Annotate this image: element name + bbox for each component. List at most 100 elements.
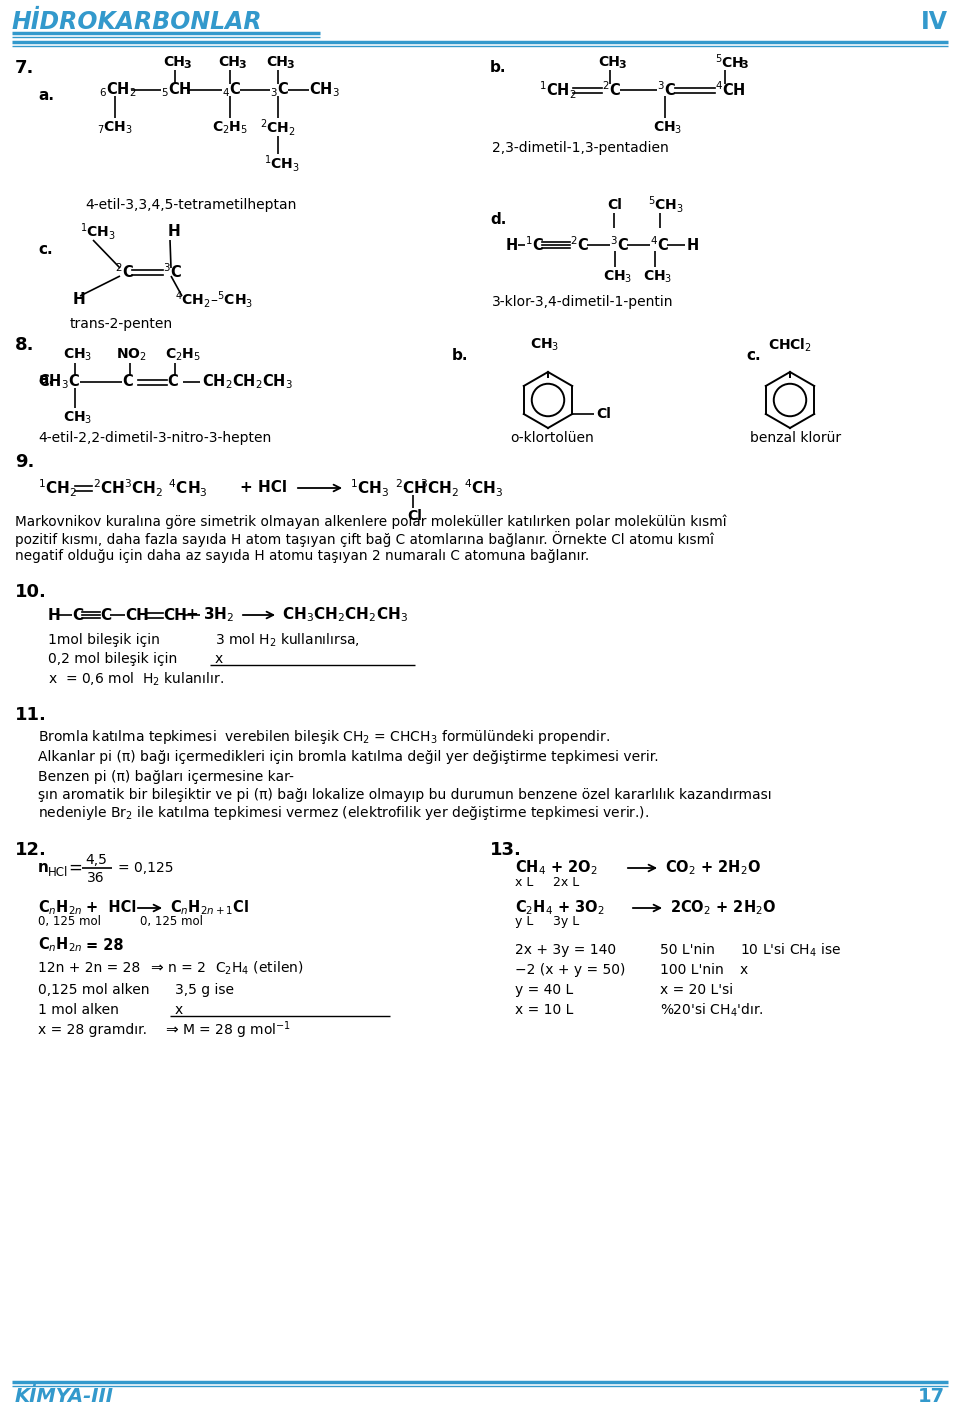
Text: n = 2: n = 2 bbox=[168, 962, 205, 974]
Text: CH: CH bbox=[266, 55, 288, 69]
Text: 7.: 7. bbox=[15, 59, 35, 77]
Text: trans-2-penten: trans-2-penten bbox=[70, 317, 173, 331]
Text: a.: a. bbox=[38, 87, 54, 103]
Text: Cl: Cl bbox=[596, 407, 611, 421]
Text: 12n + 2n = 28: 12n + 2n = 28 bbox=[38, 962, 140, 974]
Text: o-klortolüen: o-klortolüen bbox=[510, 431, 593, 445]
Text: Benzen pi (π) bağları içermesine kar-: Benzen pi (π) bağları içermesine kar- bbox=[38, 770, 294, 784]
Text: 50 L'nin: 50 L'nin bbox=[660, 943, 715, 957]
Text: 8.: 8. bbox=[15, 337, 35, 353]
Text: C: C bbox=[167, 375, 178, 390]
Text: C: C bbox=[72, 607, 84, 622]
Text: $_7$CH$_3$: $_7$CH$_3$ bbox=[97, 120, 133, 137]
Text: H: H bbox=[48, 607, 60, 622]
Text: $^2$CH$^3$CH$_2$ $^4$CH$_3$: $^2$CH$^3$CH$_2$ $^4$CH$_3$ bbox=[93, 477, 207, 498]
Text: 0, 125 mol: 0, 125 mol bbox=[38, 915, 101, 928]
Text: $^1$CH$_3$: $^1$CH$_3$ bbox=[80, 221, 116, 242]
Text: C$_2$H$_4$ + 3O$_2$: C$_2$H$_4$ + 3O$_2$ bbox=[515, 898, 605, 918]
Text: M = 28 g mol$^{-1}$: M = 28 g mol$^{-1}$ bbox=[182, 1019, 291, 1041]
Text: $^1$CH$_3$: $^1$CH$_3$ bbox=[350, 477, 390, 498]
Text: 2x + 3y = 140: 2x + 3y = 140 bbox=[515, 943, 616, 957]
Text: 3-klor-3,4-dimetil-1-pentin: 3-klor-3,4-dimetil-1-pentin bbox=[492, 296, 674, 308]
Text: y = 40 L: y = 40 L bbox=[515, 983, 573, 997]
Text: CH: CH bbox=[163, 607, 187, 622]
Text: ⇒: ⇒ bbox=[150, 960, 163, 976]
Text: 0,2 mol bileşik için: 0,2 mol bileşik için bbox=[48, 652, 178, 666]
Text: b.: b. bbox=[452, 348, 468, 362]
Text: Markovnikov kuralına göre simetrik olmayan alkenlere polar moleküller katılırken: Markovnikov kuralına göre simetrik olmay… bbox=[15, 515, 727, 529]
Text: $_5$CH: $_5$CH bbox=[161, 80, 192, 100]
Text: x: x bbox=[215, 652, 224, 666]
Text: −2 (x + y = 50): −2 (x + y = 50) bbox=[515, 963, 625, 977]
Text: H: H bbox=[73, 293, 85, 307]
Text: c.: c. bbox=[38, 242, 53, 258]
Text: 3: 3 bbox=[618, 61, 626, 70]
Text: $^1$CH$_2$: $^1$CH$_2$ bbox=[539, 79, 577, 101]
Text: $^5$CH: $^5$CH bbox=[715, 52, 744, 72]
Text: CH$_3$: CH$_3$ bbox=[603, 269, 633, 286]
Text: HİDROKARBONLAR: HİDROKARBONLAR bbox=[12, 10, 263, 34]
Text: 3: 3 bbox=[740, 61, 748, 70]
Text: = 28: = 28 bbox=[86, 938, 124, 952]
Text: CH$_3$: CH$_3$ bbox=[309, 80, 340, 100]
Text: CH: CH bbox=[598, 55, 620, 69]
Text: $^2$CH$_2$: $^2$CH$_2$ bbox=[260, 117, 296, 138]
Text: C$_n$H$_{2n}$: C$_n$H$_{2n}$ bbox=[38, 898, 83, 918]
Text: 4,5: 4,5 bbox=[85, 853, 107, 867]
Text: KİMYA-III: KİMYA-III bbox=[15, 1387, 114, 1405]
Text: C$_2$H$_5$: C$_2$H$_5$ bbox=[212, 120, 248, 137]
Text: CH$_3$: CH$_3$ bbox=[643, 269, 672, 286]
Text: $^1$CH$_3$: $^1$CH$_3$ bbox=[264, 153, 300, 175]
Text: CH$_3$CH$_2$CH$_2$CH$_3$: CH$_3$CH$_2$CH$_2$CH$_3$ bbox=[282, 605, 408, 624]
Text: $_3$C: $_3$C bbox=[270, 80, 289, 100]
Text: 2,3-dimetil-1,3-pentadien: 2,3-dimetil-1,3-pentadien bbox=[492, 141, 669, 155]
Text: 12.: 12. bbox=[15, 841, 47, 859]
Text: 3: 3 bbox=[183, 61, 191, 70]
Text: 10 L'si CH$_4$ ise: 10 L'si CH$_4$ ise bbox=[740, 942, 841, 959]
Text: 3,5 g ise: 3,5 g ise bbox=[175, 983, 234, 997]
Text: $^1$CH$_2$: $^1$CH$_2$ bbox=[38, 477, 77, 498]
Text: CH: CH bbox=[125, 607, 149, 622]
Text: = 0,125: = 0,125 bbox=[118, 862, 174, 874]
Text: CHCl$_2$: CHCl$_2$ bbox=[768, 337, 812, 353]
Text: a.: a. bbox=[38, 373, 54, 387]
Text: 0,125 mol alken: 0,125 mol alken bbox=[38, 983, 150, 997]
Text: 3: 3 bbox=[238, 61, 246, 70]
Text: 3 mol H$_2$ kullanılırsa,: 3 mol H$_2$ kullanılırsa, bbox=[215, 631, 360, 649]
Text: $^2$C: $^2$C bbox=[570, 235, 588, 255]
Text: 2CO$_2$ + 2H$_2$O: 2CO$_2$ + 2H$_2$O bbox=[670, 898, 777, 918]
Text: x = 28 gramdır.: x = 28 gramdır. bbox=[38, 1024, 147, 1038]
Text: y L: y L bbox=[515, 915, 534, 928]
Text: $_6$CH$_2$: $_6$CH$_2$ bbox=[99, 80, 136, 100]
Text: ⇒: ⇒ bbox=[165, 1022, 178, 1038]
Text: 3: 3 bbox=[286, 61, 294, 70]
Text: IV: IV bbox=[921, 10, 948, 34]
Text: pozitif kısmı, daha fazla sayıda H atom taşıyan çift bağ C atomlarına bağlanır. : pozitif kısmı, daha fazla sayıda H atom … bbox=[15, 531, 714, 546]
Text: b.: b. bbox=[490, 61, 507, 76]
Text: 3y L: 3y L bbox=[553, 915, 579, 928]
Text: d.: d. bbox=[490, 213, 506, 228]
Text: 9.: 9. bbox=[15, 453, 35, 472]
Text: $^2$C: $^2$C bbox=[115, 263, 134, 282]
Text: CH$_3$C: CH$_3$C bbox=[38, 373, 80, 391]
Text: CH: CH bbox=[163, 55, 185, 69]
Text: nedeniyle Br$_2$ ile katılma tepkimesi vermez (elektrofilik yer değiştirme tepki: nedeniyle Br$_2$ ile katılma tepkimesi v… bbox=[38, 804, 649, 822]
Text: C$_n$H$_{2n+1}$Cl: C$_n$H$_{2n+1}$Cl bbox=[170, 898, 250, 918]
Text: +  HCl: + HCl bbox=[86, 901, 136, 915]
Text: 36: 36 bbox=[87, 872, 105, 886]
Text: $^1$C: $^1$C bbox=[525, 235, 544, 255]
Text: 0, 125 mol: 0, 125 mol bbox=[140, 915, 203, 928]
Text: H: H bbox=[506, 238, 518, 252]
Text: + 3H$_2$: + 3H$_2$ bbox=[185, 605, 234, 624]
Text: + HCl: + HCl bbox=[240, 480, 287, 496]
Text: $^3$C: $^3$C bbox=[163, 263, 182, 282]
Text: CH$_3$: CH$_3$ bbox=[530, 337, 560, 353]
Text: $^4$CH: $^4$CH bbox=[715, 80, 746, 100]
Text: x  = 0,6 mol  H$_2$ kulanılır.: x = 0,6 mol H$_2$ kulanılır. bbox=[48, 670, 224, 687]
Text: x: x bbox=[175, 1002, 183, 1017]
Text: negatif olduğu için daha az sayıda H atomu taşıyan 2 numaralı C atomuna bağlanır: negatif olduğu için daha az sayıda H ato… bbox=[15, 549, 589, 563]
Text: C$_2$H$_4$ (etilen): C$_2$H$_4$ (etilen) bbox=[215, 959, 303, 977]
Text: x: x bbox=[740, 963, 748, 977]
Text: $^3$C: $^3$C bbox=[610, 235, 629, 255]
Text: $^4$CH$_2$–$^5$CH$_3$: $^4$CH$_2$–$^5$CH$_3$ bbox=[175, 290, 253, 311]
